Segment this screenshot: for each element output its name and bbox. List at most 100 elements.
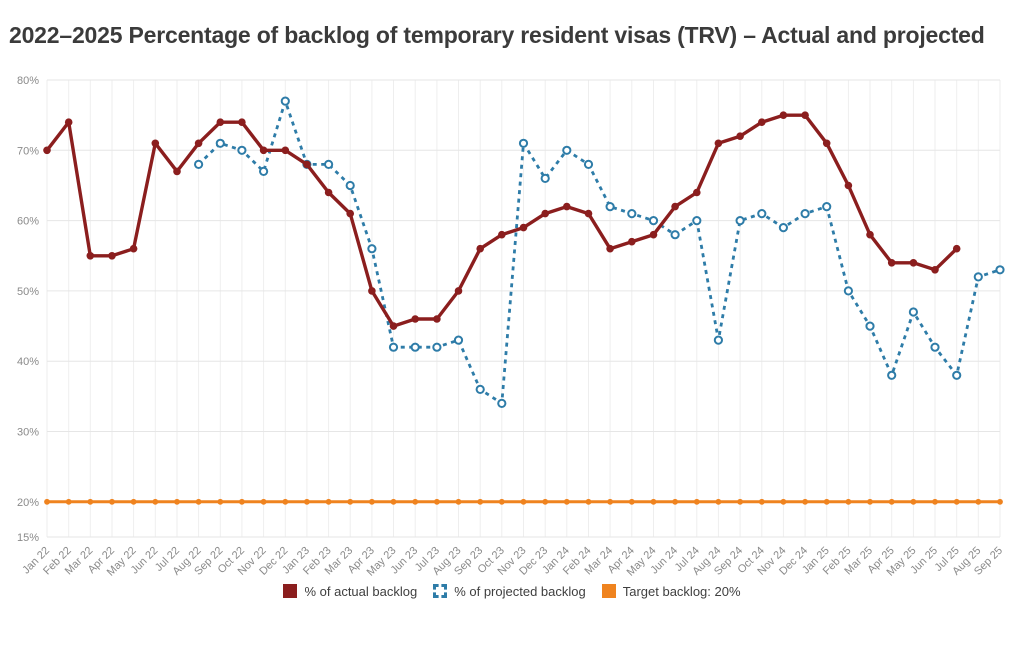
projected-point: [562, 145, 572, 155]
target-point: [347, 498, 354, 505]
target-point: [932, 498, 938, 505]
projected-point: [908, 307, 919, 317]
actual-point: [86, 251, 95, 260]
target-point: [693, 498, 700, 505]
target-point: [585, 498, 592, 505]
target-point: [239, 498, 245, 505]
y-tick-label: 80%: [17, 75, 39, 87]
actual-series: [43, 111, 961, 330]
projected-point: [757, 208, 767, 218]
target-point: [997, 498, 1003, 505]
target-point: [412, 498, 419, 505]
projected-point: [388, 342, 399, 352]
projected-point: [952, 370, 962, 380]
actual-point: [151, 139, 160, 147]
projected-line: [197, 99, 1001, 405]
projected-point: [713, 335, 724, 345]
target-point: [325, 498, 332, 505]
projected-point: [518, 138, 529, 148]
projected-point: [930, 342, 940, 352]
projected-point: [497, 398, 507, 408]
actual-point: [411, 314, 420, 323]
target-point: [823, 498, 830, 505]
projected-series: [194, 96, 1005, 408]
target-point: [434, 498, 440, 505]
target-point: [217, 498, 224, 505]
target-point: [867, 498, 873, 505]
target-point: [802, 498, 808, 505]
projected-point: [345, 180, 355, 190]
actual-point: [584, 209, 593, 218]
projected-point: [194, 159, 204, 169]
y-tick-label: 70%: [17, 145, 39, 157]
projected-point: [973, 272, 983, 282]
projected-point: [995, 264, 1005, 275]
target-point: [953, 498, 960, 505]
actual-point: [433, 314, 441, 323]
projected-point: [627, 208, 637, 218]
target-point: [650, 498, 657, 505]
target-point: [109, 498, 115, 505]
target-point: [304, 498, 310, 505]
actual-point: [519, 223, 528, 232]
actual-point: [259, 146, 268, 154]
target-point: [607, 498, 613, 505]
target-point: [260, 498, 267, 505]
y-tick-label: 40%: [17, 356, 39, 368]
y-tick-label: 60%: [17, 215, 39, 227]
actual-point: [173, 167, 181, 175]
target-point: [455, 498, 462, 505]
target-point: [975, 498, 982, 505]
actual-point: [952, 244, 961, 253]
actual-point: [194, 139, 203, 147]
actual-point: [866, 230, 874, 239]
projected-point: [237, 145, 247, 155]
actual-point: [606, 244, 614, 253]
legend-label-target: Target backlog: 20%: [622, 583, 741, 599]
legend-item-target: Target backlog: 20%: [601, 583, 741, 599]
actual-point: [281, 146, 290, 154]
target-point: [628, 498, 635, 505]
actual-point: [671, 202, 679, 211]
actual-point: [238, 118, 246, 126]
actual-point: [563, 202, 571, 211]
projected-point: [215, 138, 225, 148]
target-point: [174, 498, 180, 505]
target-point: [498, 498, 505, 505]
actual-point: [628, 237, 636, 246]
target-point: [888, 498, 895, 505]
target-point: [195, 498, 202, 505]
y-tick-label: 15%: [17, 532, 39, 544]
projected-point: [259, 166, 269, 176]
y-tick-label: 20%: [17, 497, 39, 509]
actual-point: [714, 139, 723, 147]
y-tick-label: 30%: [17, 426, 39, 438]
target-point: [87, 498, 94, 505]
actual-point: [476, 244, 485, 253]
target-point: [542, 498, 549, 505]
target-point: [758, 498, 765, 505]
projected-point: [822, 201, 832, 211]
actual-point: [108, 251, 116, 260]
actual-point: [844, 181, 853, 190]
actual-point: [454, 286, 463, 295]
projected-point: [778, 222, 789, 232]
actual-point: [649, 230, 658, 239]
actual-point: [368, 286, 376, 295]
actual-point: [822, 139, 831, 147]
target-point: [65, 498, 72, 505]
target-point: [563, 498, 570, 505]
projected-point: [410, 342, 420, 352]
target-point: [130, 498, 137, 505]
gridlines: [46, 79, 1001, 538]
legend-swatch-actual: [283, 584, 298, 599]
projected-point: [453, 335, 464, 345]
projected-point: [887, 370, 897, 380]
projected-point: [865, 321, 875, 331]
actual-point: [303, 160, 311, 168]
target-point: [390, 498, 397, 505]
projected-point: [648, 215, 659, 225]
target-point: [737, 498, 743, 505]
